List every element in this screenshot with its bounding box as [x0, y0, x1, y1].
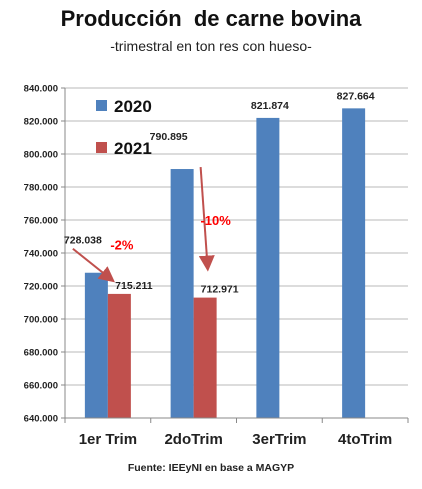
x-tick-label: 1er Trim [79, 431, 137, 448]
y-tick-label: 680.000 [24, 348, 58, 359]
annotations: -2% -10% [72, 166, 231, 283]
bar-2020-2 [170, 169, 194, 418]
bar-2020-1 [84, 272, 108, 418]
annotation-label: -2% [110, 238, 134, 253]
axes: 640.000 660.000 680.000 700.000 720.000 740.0… [24, 84, 409, 448]
bar-2020-4 [342, 108, 366, 418]
chart-title: Producción de carne bovina [60, 6, 362, 31]
y-tick-label: 800.000 [24, 150, 58, 161]
x-tick-label: 2doTrim [164, 431, 222, 448]
y-tick-label: 720.000 [24, 282, 58, 293]
source-note: Fuente: IEEyNI en base a MAGYP [127, 462, 295, 474]
x-tick-label: 4toTrim [338, 431, 392, 448]
x-tick-label: 3erTrim [252, 431, 306, 448]
bar-2020-3 [256, 117, 280, 418]
y-tick-label: 820.000 [24, 117, 58, 128]
annotation-label: -10% [200, 213, 231, 228]
legend-swatch-2021 [96, 142, 107, 153]
data-label: 827.664 [337, 90, 375, 102]
bar-2021-2 [193, 297, 217, 418]
y-tick-label: 700.000 [24, 315, 58, 326]
legend-swatch-2020 [96, 100, 107, 111]
chart-subtitle: -trimestral en ton res con hueso- [110, 38, 312, 54]
data-label: 712.971 [201, 284, 239, 296]
bars [84, 108, 366, 418]
y-tick-label: 660.000 [24, 381, 58, 392]
bar-2021-1 [107, 293, 131, 418]
data-label: 728.038 [64, 235, 102, 247]
y-tick-label: 840.000 [24, 84, 58, 95]
y-tick-label: 760.000 [24, 216, 58, 227]
y-tick-label: 740.000 [24, 249, 58, 260]
data-label: 715.211 [115, 280, 153, 292]
data-label: 790.895 [150, 131, 188, 143]
data-labels: 728.038 790.895 821.874 827.664 715.211 712.9… [64, 90, 375, 295]
y-tick-label: 780.000 [24, 183, 58, 194]
legend: 2020 2021 [96, 97, 152, 158]
annotation-arrow [198, 166, 215, 272]
legend-label-2021: 2021 [114, 139, 152, 158]
legend-label-2020: 2020 [114, 97, 152, 116]
annotation-arrow [72, 247, 115, 283]
y-tick-label: 640.000 [24, 414, 58, 425]
data-label: 821.874 [251, 100, 289, 112]
